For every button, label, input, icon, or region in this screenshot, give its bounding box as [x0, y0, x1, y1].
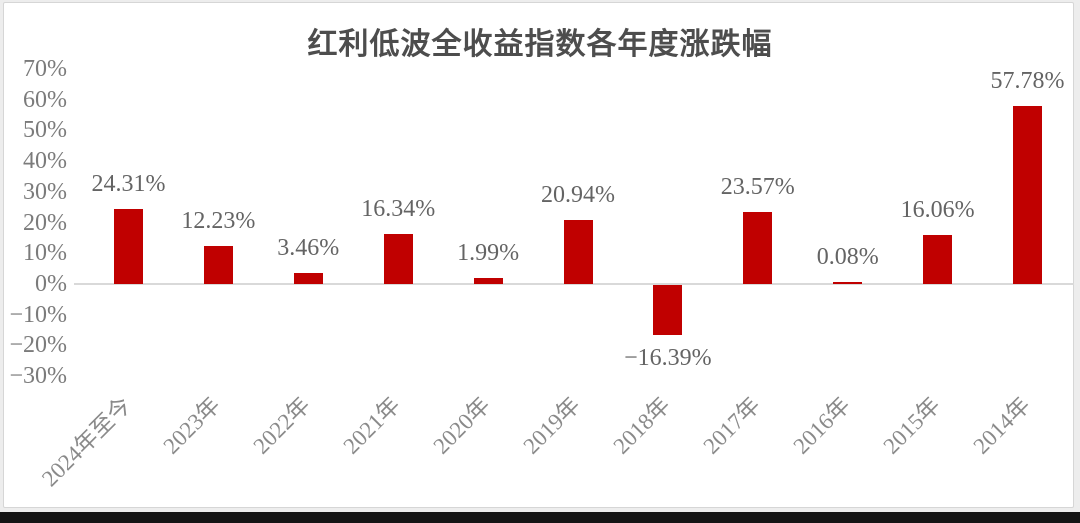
bar	[473, 277, 503, 284]
x-axis-category-label: 2022年	[248, 392, 316, 459]
bar-value-label: 20.94%	[541, 181, 615, 208]
bar	[203, 246, 233, 284]
x-axis-category-label: 2015年	[878, 392, 945, 459]
y-axis-tick-label: −30%	[9, 363, 67, 390]
x-axis-category-label: 2018年	[608, 392, 675, 459]
bar	[923, 234, 953, 284]
x-axis-zero-line	[74, 283, 1074, 285]
y-axis-tick-label: 70%	[23, 55, 67, 82]
bar-value-label: 23.57%	[720, 173, 795, 200]
y-axis-tick-label: −10%	[9, 301, 67, 328]
y-axis-tick-label: 10%	[23, 240, 67, 267]
bar	[114, 209, 143, 284]
bar-value-label: −16.39%	[624, 345, 712, 372]
bar	[653, 285, 683, 336]
x-axis-category-label: 2020年	[428, 392, 496, 459]
bottom-edge-bar	[0, 512, 1080, 523]
x-axis-category-label: 2014年	[968, 392, 1035, 459]
y-axis-tick-label: 20%	[23, 209, 67, 236]
bar	[1013, 106, 1042, 284]
bar	[293, 273, 323, 284]
chart-title: 红利低波全收益指数各年度涨跌幅	[307, 28, 773, 61]
y-axis-tick-label: 30%	[23, 178, 67, 205]
x-axis-category-label: 2024年至今	[36, 392, 136, 492]
y-axis-tick-label: −20%	[9, 332, 67, 359]
bar-value-label: 3.46%	[277, 235, 340, 262]
bar-value-label: 12.23%	[181, 208, 256, 235]
bar-value-label: 1.99%	[457, 239, 520, 266]
y-axis-tick-label: 0%	[35, 271, 67, 297]
bar	[383, 233, 413, 284]
x-axis-category-label: 2017年	[698, 392, 765, 459]
bar-value-label: 16.06%	[900, 196, 975, 223]
x-axis-category-label: 2016年	[788, 392, 855, 459]
y-axis-tick-label: 40%	[23, 148, 67, 175]
bar-value-label: 0.08%	[816, 244, 879, 270]
x-axis-category-label: 2023年	[158, 392, 226, 459]
x-axis-category-label: 2021年	[338, 392, 406, 459]
y-axis-tick-label: 50%	[23, 117, 67, 144]
chart-card	[3, 2, 1074, 508]
bar	[563, 219, 593, 284]
bar	[833, 282, 863, 284]
bar-value-label: 24.31%	[91, 171, 166, 198]
bar-value-label: 57.78%	[990, 68, 1065, 95]
bar	[743, 211, 773, 284]
bar-value-label: 16.34%	[361, 195, 436, 222]
y-axis-tick-label: 60%	[23, 86, 67, 113]
x-axis-category-label: 2019年	[518, 392, 585, 459]
